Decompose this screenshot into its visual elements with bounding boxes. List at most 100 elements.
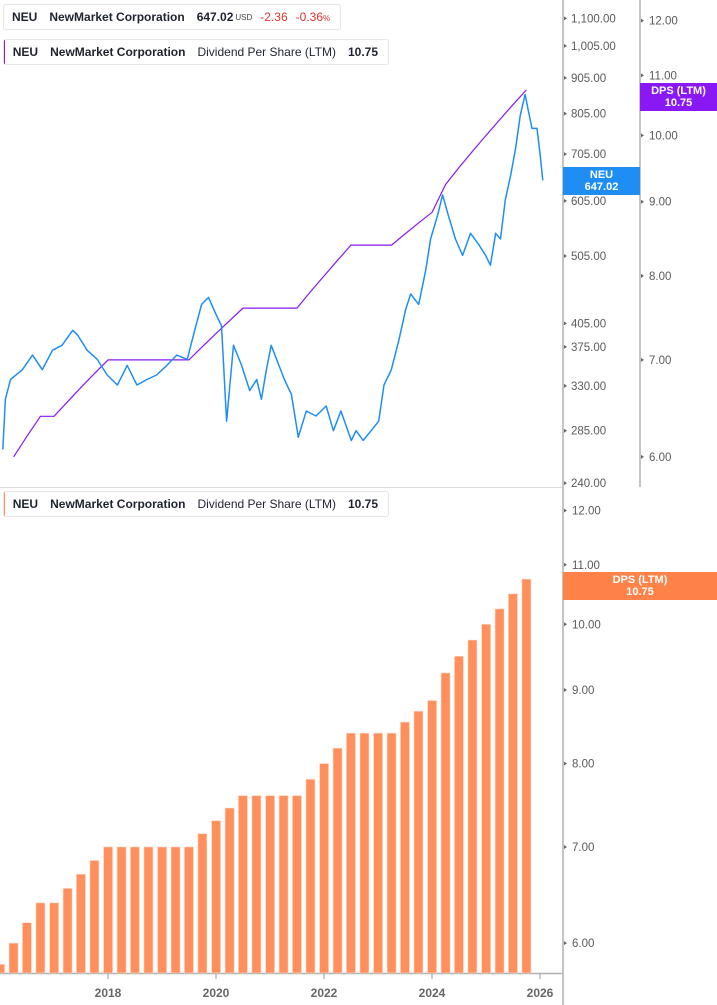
legend-change-pct: -0.36% bbox=[296, 10, 330, 24]
price-tick-label: 405.00 bbox=[571, 318, 606, 330]
price-tick-label: 240.00 bbox=[571, 478, 606, 490]
dps-top-badge: DPS (LTM) 10.75 bbox=[640, 83, 717, 111]
price-tick-mark bbox=[564, 198, 567, 203]
dps-bar bbox=[440, 672, 451, 974]
dps-bar bbox=[467, 639, 478, 974]
legend-ticker: NEU bbox=[12, 497, 39, 511]
dps-bar bbox=[211, 820, 221, 974]
dps-bar-tick-mark bbox=[564, 688, 567, 693]
dps-bar bbox=[238, 795, 248, 974]
dps-tick-label: 12.00 bbox=[649, 16, 678, 28]
dps-bar-tick-mark bbox=[564, 941, 567, 946]
dps-bar-tick-label: 6.00 bbox=[572, 938, 594, 950]
dps-bar bbox=[481, 623, 491, 974]
dps-bar bbox=[332, 747, 343, 974]
price-tick-label: 1,100.00 bbox=[571, 13, 616, 25]
dps-bar bbox=[184, 846, 194, 974]
dps-bar bbox=[346, 732, 356, 974]
legend-dps-value: 10.75 bbox=[347, 45, 378, 59]
dps-bar-tick-mark bbox=[564, 761, 567, 766]
dps-bar bbox=[427, 700, 437, 974]
dps-bar bbox=[197, 833, 208, 974]
legend-color-dps bbox=[4, 40, 5, 64]
price-tick-label: 375.00 bbox=[571, 342, 606, 354]
price-tick-mark bbox=[564, 254, 567, 259]
price-badge-ticker: NEU bbox=[589, 169, 614, 181]
dps-bar bbox=[49, 902, 59, 974]
dps-bar-tick-mark bbox=[564, 562, 567, 567]
price-line bbox=[2, 93, 544, 450]
price-tick-label: 505.00 bbox=[571, 251, 606, 263]
dps-tick-mark bbox=[641, 357, 644, 362]
dps-bar bbox=[130, 846, 140, 974]
dps-bar bbox=[265, 795, 275, 974]
dps-bar-tick-label: 11.00 bbox=[572, 560, 600, 572]
dps-bar bbox=[143, 846, 154, 974]
price-tick-label: 285.00 bbox=[571, 426, 606, 438]
price-tick-mark bbox=[564, 321, 567, 326]
dps-bar-tick-label: 10.00 bbox=[572, 619, 601, 631]
price-tick-mark bbox=[564, 16, 567, 21]
legend-company: NewMarket Corporation bbox=[50, 497, 186, 511]
dps-bar bbox=[454, 656, 464, 974]
price-tick-mark bbox=[564, 383, 567, 388]
price-tick-label: 330.00 bbox=[571, 381, 606, 393]
dps-bar bbox=[400, 721, 410, 974]
dps-bar bbox=[278, 795, 289, 974]
dps-bar bbox=[373, 732, 383, 974]
dps-tick-mark bbox=[641, 133, 644, 138]
dps-bar bbox=[62, 888, 73, 974]
dps-bar bbox=[103, 846, 113, 974]
dps-badge-label: DPS (LTM) bbox=[612, 574, 668, 586]
x-tick-label: 2018 bbox=[95, 986, 122, 1000]
dps-bar bbox=[319, 763, 329, 974]
price-tick-mark bbox=[564, 111, 567, 116]
dps-bar-tick-mark bbox=[564, 508, 567, 513]
dps-bar-tick-label: 8.00 bbox=[572, 759, 594, 771]
price-tick-label: 905.00 bbox=[571, 73, 606, 85]
dps-tick-mark bbox=[641, 199, 644, 204]
dps-tick-label: 9.00 bbox=[649, 197, 671, 209]
x-tick-label: 2024 bbox=[419, 986, 446, 1000]
x-tick-label: 2020 bbox=[203, 986, 230, 1000]
legend-pct-sign: % bbox=[323, 14, 331, 23]
dps-tick-mark bbox=[641, 18, 644, 23]
dps-line bbox=[13, 89, 527, 458]
dps-tick-mark bbox=[641, 273, 644, 278]
legend-metric: Dividend Per Share (LTM) bbox=[197, 45, 336, 59]
dps-bar bbox=[292, 795, 302, 974]
price-tick-label: 1,005.00 bbox=[571, 41, 616, 53]
dps-badge-value: 10.75 bbox=[626, 586, 654, 598]
x-tick-label: 2026 bbox=[527, 986, 554, 1000]
dps-bar-tick-mark bbox=[564, 622, 567, 627]
dps-badge-value: 10.75 bbox=[664, 97, 693, 109]
dps-tick-mark bbox=[641, 454, 644, 459]
price-tick-mark bbox=[564, 152, 567, 157]
dps-bar bbox=[251, 795, 262, 974]
dps-bar bbox=[116, 846, 127, 974]
legend-dps-value: 10.75 bbox=[347, 497, 378, 511]
dps-badge-label: DPS (LTM) bbox=[651, 85, 706, 97]
legend-currency: USD bbox=[235, 12, 253, 22]
dps-bar bbox=[386, 732, 397, 974]
dps-bottom-badge: DPS (LTM) 10.75 bbox=[563, 572, 717, 600]
dps-bar bbox=[89, 860, 100, 974]
dps-bar bbox=[413, 710, 424, 974]
dps-tick-label: 8.00 bbox=[649, 271, 671, 283]
dps-bar bbox=[35, 902, 46, 974]
dps-bar-tick-label: 12.00 bbox=[572, 505, 601, 517]
dps-bar bbox=[157, 846, 167, 974]
dps-tick-label: 6.00 bbox=[649, 452, 671, 464]
price-tick-mark bbox=[564, 344, 567, 349]
legend-dps-bottom[interactable]: NEU NewMarket Corporation Dividend Per S… bbox=[3, 491, 389, 517]
dps-bar-tick-label: 7.00 bbox=[572, 842, 594, 854]
dps-bar bbox=[508, 593, 518, 974]
dps-bar bbox=[76, 873, 86, 974]
price-tick-mark bbox=[564, 43, 567, 48]
price-tick-mark bbox=[564, 428, 567, 433]
legend-metric: Dividend Per Share (LTM) bbox=[197, 497, 336, 511]
legend-dps-top[interactable]: NEU NewMarket Corporation Dividend Per S… bbox=[3, 39, 389, 65]
legend-price[interactable]: NEU NewMarket Corporation 647.02 USD -2.… bbox=[3, 4, 341, 30]
price-tick-mark bbox=[564, 75, 567, 80]
x-tick-label: 2022 bbox=[311, 986, 338, 1000]
